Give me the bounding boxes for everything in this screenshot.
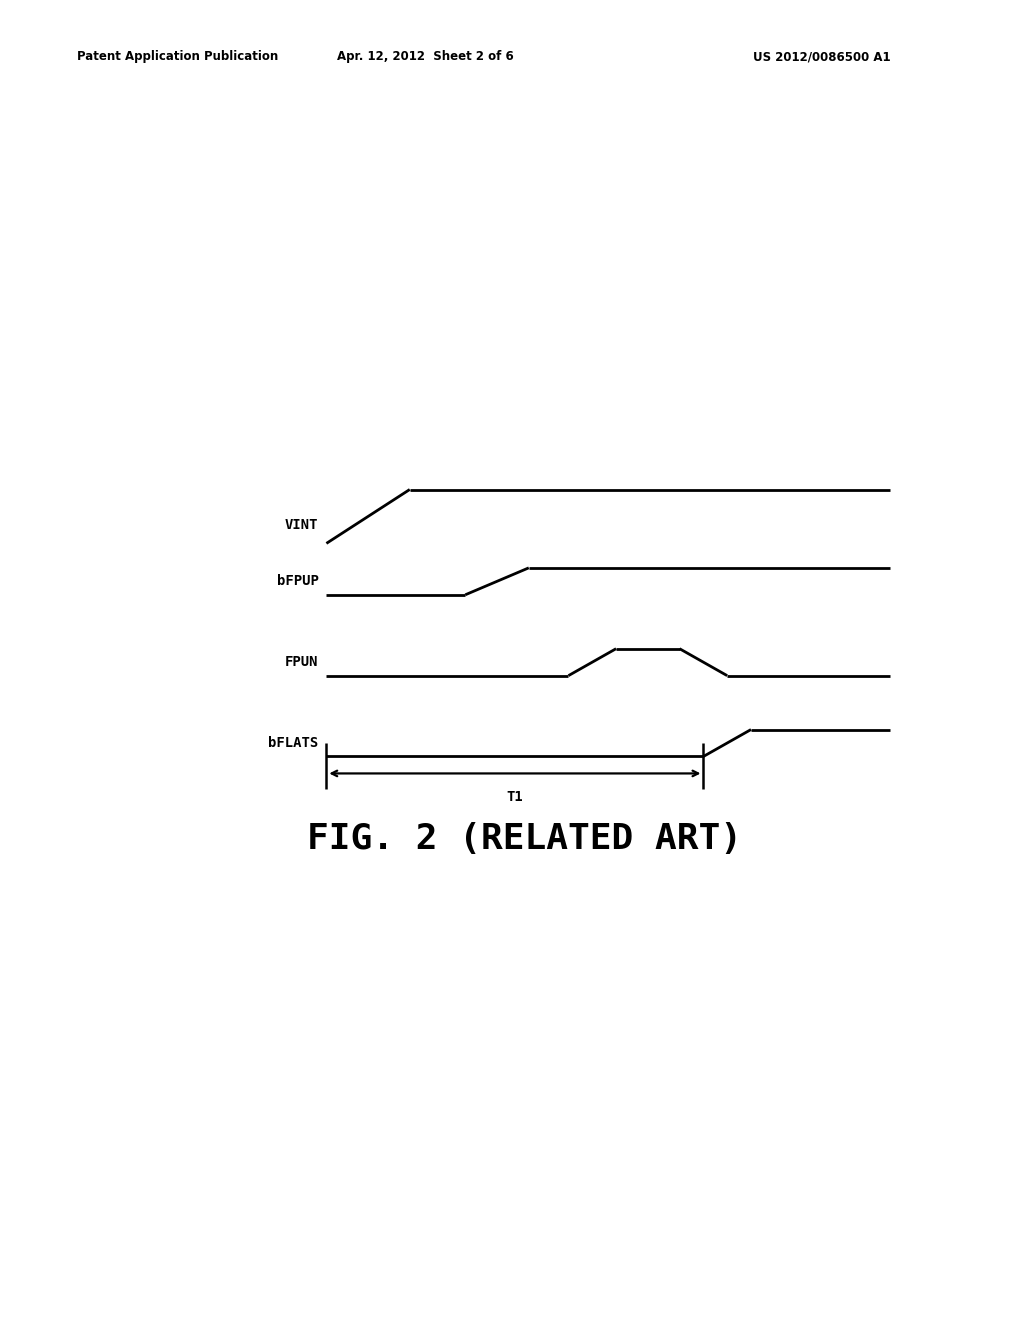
Text: US 2012/0086500 A1: US 2012/0086500 A1 xyxy=(753,50,890,63)
Text: Patent Application Publication: Patent Application Publication xyxy=(77,50,279,63)
Text: Apr. 12, 2012  Sheet 2 of 6: Apr. 12, 2012 Sheet 2 of 6 xyxy=(337,50,513,63)
Text: T1: T1 xyxy=(507,791,523,804)
Text: FIG. 2 (RELATED ART): FIG. 2 (RELATED ART) xyxy=(307,822,742,857)
Text: FPUN: FPUN xyxy=(285,655,318,669)
Text: bFPUP: bFPUP xyxy=(276,574,318,589)
Text: VINT: VINT xyxy=(285,517,318,532)
Text: bFLATS: bFLATS xyxy=(268,737,318,750)
